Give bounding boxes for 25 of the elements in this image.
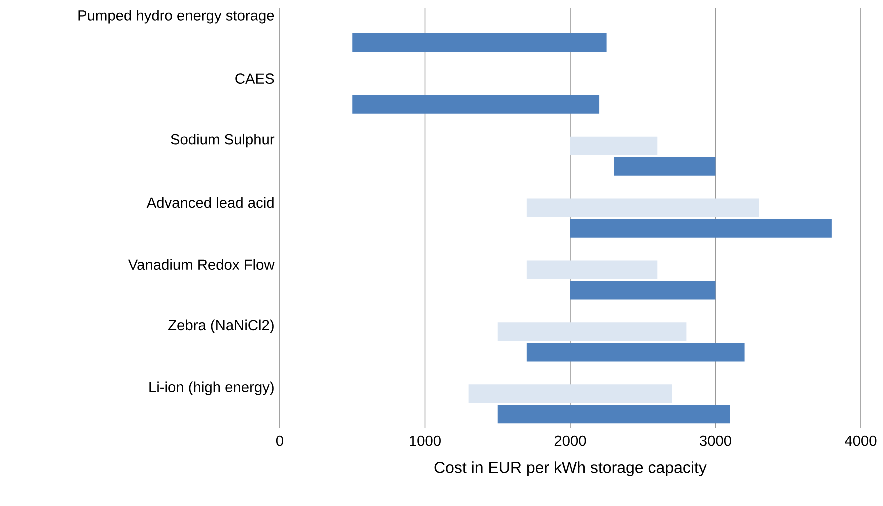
bar [614,157,716,176]
bar [526,343,745,362]
y-tick-label: Zebra (NaNiCl2) [168,320,274,334]
bar [352,95,600,114]
y-tick-label: Li-ion (high energy) [150,382,274,396]
y-tick-label: CAES [236,74,274,84]
x-axis-title: Cost in EUR per kWh storage capacity [434,462,707,476]
bar [498,322,687,342]
y-tick-label: Pumped hydro energy storage [78,10,274,24]
y-tick-label: Advanced lead acid [146,197,274,208]
x-tick-label: 0 [276,436,284,446]
bar [570,281,716,300]
bar [526,260,658,280]
bar [570,219,832,238]
x-tick-label: 1000 [410,436,441,446]
bar [352,33,607,52]
x-tick-label: 2000 [554,436,586,446]
y-tick-label: Sodium Sulphur [171,134,275,148]
bar [526,198,760,218]
bar [570,136,658,156]
x-tick-label: 4000 [845,436,877,446]
bar [468,384,672,404]
bar [498,405,730,424]
y-tick-label: Vanadium Redox Flow [128,259,275,270]
x-tick-label: 3000 [700,436,732,446]
